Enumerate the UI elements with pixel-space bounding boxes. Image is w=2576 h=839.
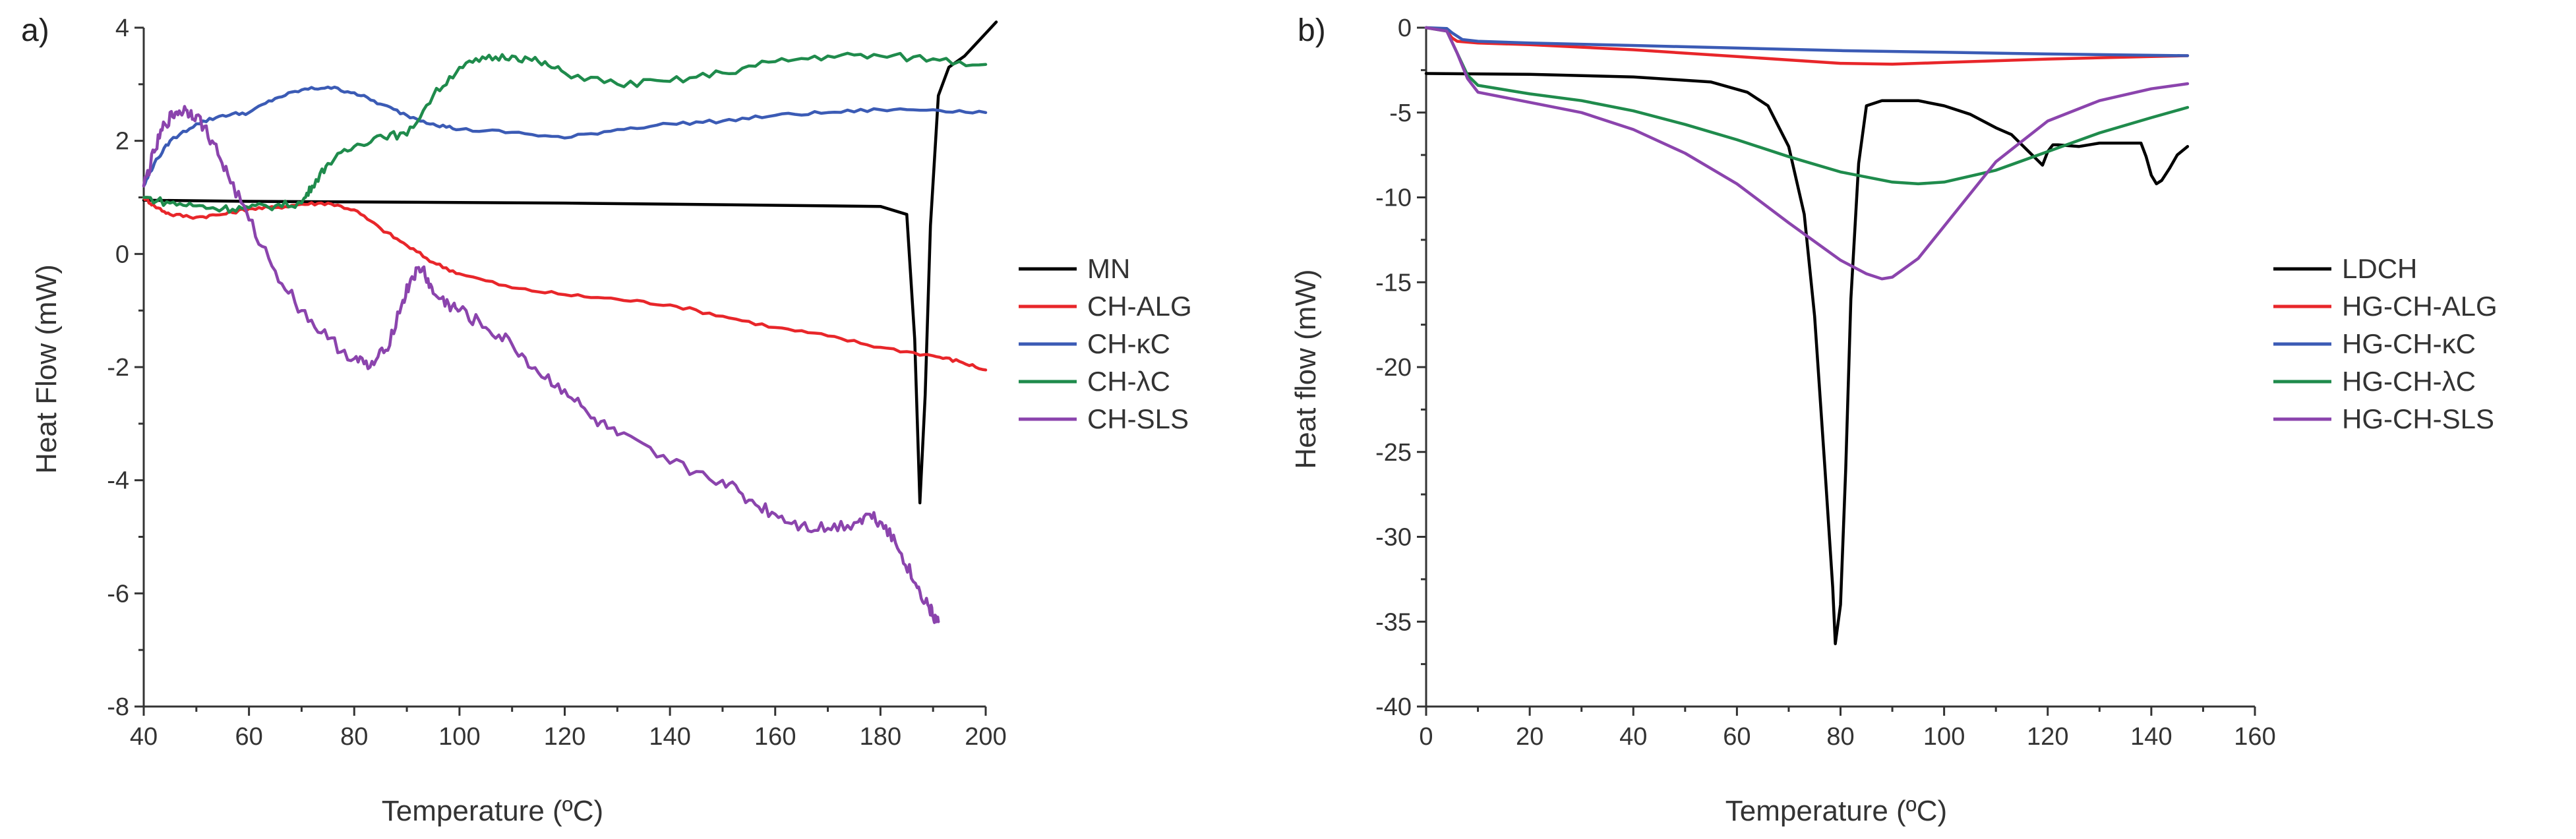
panel-a-series-line	[142, 20, 998, 505]
panel-a-legend-label: CH-ALG	[1087, 291, 1192, 322]
panel-a-x-tick-label: 180	[860, 723, 901, 751]
panel-b-legend-label: HG-CH-SLS	[2342, 403, 2494, 434]
panel-a-x-tick-label: 40	[130, 723, 158, 751]
panel-a-x-axis-title: Temperature (ºC)	[382, 795, 603, 827]
panel-b-legend-label: HG-CH-ALG	[2342, 291, 2498, 322]
panel-b-y-tick-label: -15	[1375, 269, 1412, 297]
panel-a-label: a)	[21, 13, 49, 48]
panel-b-y-tick-label: -20	[1375, 354, 1412, 382]
panel-b-y-tick-label: -40	[1375, 693, 1412, 721]
panel-b-y-tick-label: -30	[1375, 524, 1412, 552]
panel-a-legend-label: CH-SLS	[1087, 403, 1189, 434]
panel-b-y-tick-label: -35	[1375, 608, 1412, 636]
panel-a-series-line	[142, 105, 940, 624]
panel-b-series-line	[1424, 26, 2190, 186]
panel-a-series-line	[142, 196, 988, 372]
panel-a-x-tick-label: 160	[754, 723, 796, 751]
panel-a-y-tick-label: -8	[107, 693, 129, 721]
panel-a-y-tick-label: -6	[107, 580, 129, 608]
panel-b-series-line	[1424, 26, 2190, 281]
panel-a-series-line	[142, 85, 988, 188]
panel-a-x-tick-label: 140	[649, 723, 690, 751]
panel-b-y-tick-label: 0	[1398, 14, 1412, 42]
panel-b-series-line	[1424, 72, 2190, 645]
panel-b-y-tick-label: -10	[1375, 185, 1412, 212]
panel-a-series-line	[142, 51, 988, 214]
panel-a-y-tick-label: 4	[115, 14, 129, 42]
panel-b-series-line	[1424, 26, 2190, 66]
panel-a-x-tick-label: 60	[235, 723, 262, 751]
panel-a-y-tick-label: 2	[115, 128, 129, 156]
panel-b-x-tick-label: 0	[1419, 723, 1433, 751]
panel-a-x-tick-label: 120	[544, 723, 585, 751]
panel-b-x-tick-label: 120	[2027, 723, 2068, 751]
panel-a-x-tick-label: 100	[438, 723, 480, 751]
panel-a-x-tick-label: 200	[965, 723, 1006, 751]
panel-a-legend-label: MN	[1087, 253, 1130, 284]
panel-a-legend-label: CH-κC	[1087, 328, 1170, 359]
panel-b-x-axis-title: Temperature (ºC)	[1725, 795, 1947, 827]
panel-b-y-tick-label: -5	[1389, 100, 1412, 127]
panel-b-x-tick-label: 140	[2130, 723, 2172, 751]
panel-a-y-tick-label: 0	[115, 241, 129, 268]
panel-b-legend-label: LDCH	[2342, 253, 2417, 284]
panel-b-y-axis-title: Heat flow (mW)	[1290, 269, 1322, 469]
panel-b-series-line	[1424, 26, 2190, 57]
panel-b-x-tick-label: 80	[1826, 723, 1854, 751]
panel-b-x-tick-label: 60	[1723, 723, 1751, 751]
panel-a-y-tick-label: -4	[107, 467, 129, 495]
panel-b-label: b)	[1298, 13, 1326, 48]
panel-b-legend-label: HG-CH-κC	[2342, 328, 2476, 359]
panel-b-y-tick-label: -25	[1375, 439, 1412, 467]
panel-b-x-tick-label: 100	[1923, 723, 1965, 751]
panel-a-x-tick-label: 80	[340, 723, 368, 751]
panel-a-y-tick-label: -2	[107, 354, 129, 382]
panel-a-y-axis-title: Heat Flow (mW)	[30, 264, 63, 474]
panel-b-x-tick-label: 20	[1516, 723, 1543, 751]
panel-b-x-tick-label: 40	[1619, 723, 1647, 751]
panel-b-legend-label: HG-CH-λC	[2342, 366, 2476, 397]
panel-b-x-tick-label: 160	[2234, 723, 2275, 751]
panel-a-legend-label: CH-λC	[1087, 366, 1170, 397]
